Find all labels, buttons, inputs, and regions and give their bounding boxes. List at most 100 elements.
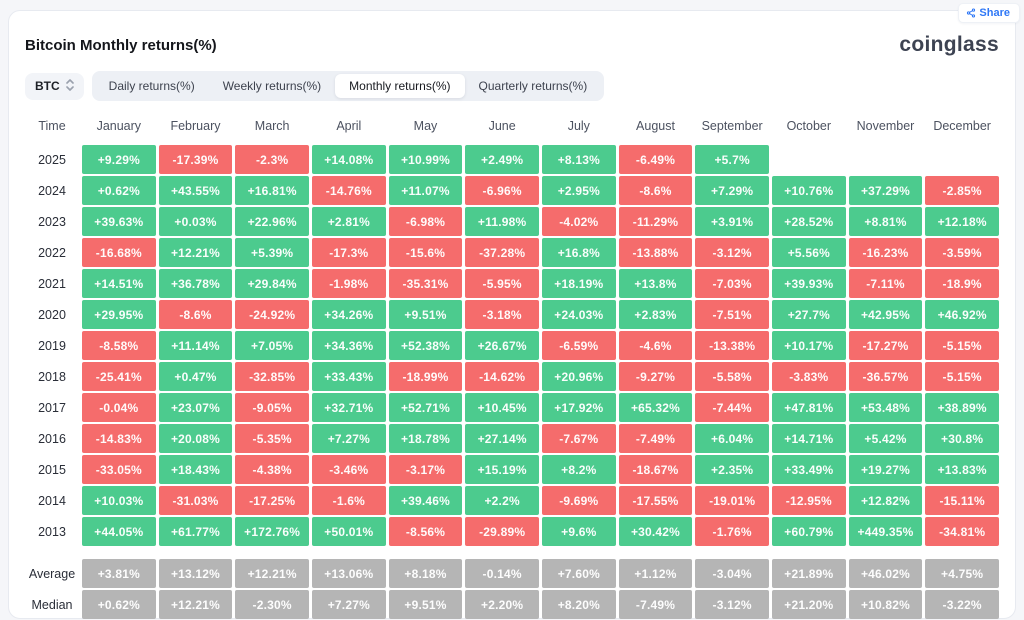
row-label: 2016 [38, 431, 66, 446]
return-cell: -6.59% [541, 331, 616, 360]
return-cell: +14.51% [82, 269, 156, 298]
column-header: May [413, 119, 438, 133]
return-cell: -3.59% [925, 238, 999, 267]
share-button-label: Share [979, 7, 1010, 19]
return-cell: +7.60% [541, 559, 616, 588]
row-label: 2015 [38, 462, 66, 477]
return-cell: +65.32% [618, 393, 693, 422]
return-cell: -18.99% [388, 362, 463, 391]
return-cell: +10.76% [771, 176, 846, 205]
table-row: 2024 +0.62% +43.55% +16.81% -14.76% +11.07% -6… [25, 176, 999, 205]
return-cell: +2.81% [311, 207, 386, 236]
column-header: February [170, 119, 221, 133]
return-cell: +13.83% [925, 455, 999, 484]
column-header: October [786, 119, 832, 133]
return-cell: -5.15% [925, 331, 999, 360]
row-label: 2014 [38, 493, 66, 508]
return-cell: +7.27% [311, 590, 386, 619]
return-cell: -1.6% [311, 486, 386, 515]
return-cell: +36.78% [158, 269, 233, 298]
return-cell: +53.48% [848, 393, 923, 422]
return-cell: -32.85% [235, 362, 309, 391]
return-cell: +11.07% [388, 176, 463, 205]
return-cell: -17.55% [618, 486, 693, 515]
return-cell: +33.43% [311, 362, 386, 391]
return-cell: +50.01% [311, 517, 386, 546]
coinglass-logo: coinglass [899, 33, 999, 56]
return-cell: +61.77% [158, 517, 233, 546]
return-cell: +12.82% [848, 486, 923, 515]
share-button[interactable]: Share [958, 3, 1020, 23]
row-label: 2020 [38, 307, 66, 322]
return-cell: +2.83% [618, 300, 693, 329]
return-cell: -33.05% [82, 455, 156, 484]
column-header: April [336, 119, 362, 133]
row-label: Median [31, 597, 73, 612]
return-cell: +22.96% [235, 207, 309, 236]
return-cell: +34.26% [311, 300, 386, 329]
return-cell: +172.76% [235, 517, 309, 546]
return-cell: +3.81% [82, 559, 156, 588]
return-cell: -12.95% [771, 486, 846, 515]
tab-weekly-returns[interactable]: Weekly returns(%) [222, 79, 322, 93]
return-cell: -3.18% [465, 300, 539, 329]
return-cell: -8.58% [82, 331, 156, 360]
row-label: 2023 [38, 214, 66, 229]
return-cell: +7.27% [311, 424, 386, 453]
return-cell: +20.08% [158, 424, 233, 453]
return-cell: +46.02% [848, 559, 923, 588]
symbol-select-value: BTC [35, 79, 60, 93]
return-cell [849, 145, 923, 174]
table-row: 2015 -33.05% +18.43% -4.38% -3.46% -3.17% +15.… [25, 455, 999, 484]
return-cell: +20.96% [541, 362, 616, 391]
tab-quarterly-returns[interactable]: Quarterly returns(%) [478, 79, 588, 93]
return-cell: -18.67% [618, 455, 693, 484]
return-cell: +14.08% [311, 145, 386, 174]
return-cell: +29.84% [235, 269, 309, 298]
return-cell: +12.21% [235, 559, 309, 588]
returns-card: Bitcoin Monthly returns(%) coinglass BTC… [8, 10, 1016, 619]
return-cell: -3.12% [695, 590, 769, 619]
table-row: 2017 -0.04% +23.07% -9.05% +32.71% +52.71% +10… [25, 393, 999, 422]
return-cell: -24.92% [235, 300, 309, 329]
return-cell: +27.7% [771, 300, 846, 329]
symbol-select[interactable]: BTC [25, 72, 84, 100]
column-header: March [254, 119, 290, 133]
return-cell: +2.95% [541, 176, 616, 205]
return-cell: +13.8% [618, 269, 693, 298]
return-cell: +5.56% [771, 238, 846, 267]
return-cell: +33.49% [771, 455, 846, 484]
return-cell: +28.52% [771, 207, 846, 236]
return-cell: +34.36% [311, 331, 386, 360]
return-cell: +12.18% [925, 207, 999, 236]
tab-monthly-returns[interactable]: Monthly returns(%) [335, 74, 465, 98]
return-cell: -18.9% [925, 269, 999, 298]
time-column-header: Time [38, 119, 66, 133]
return-cell: +38.89% [925, 393, 999, 422]
table-row: 2022 -16.68% +12.21% +5.39% -17.3% -15.6% -37.… [25, 238, 999, 267]
return-cell: +21.89% [771, 559, 846, 588]
return-cell: -2.3% [235, 145, 309, 174]
column-header: November [856, 119, 915, 133]
return-cell: -13.38% [695, 331, 769, 360]
return-cell: +46.92% [925, 300, 999, 329]
return-cell: +19.27% [848, 455, 923, 484]
return-cell: +15.19% [465, 455, 539, 484]
return-cell: -5.15% [925, 362, 999, 391]
return-cell: +18.19% [541, 269, 616, 298]
return-cell: +2.35% [695, 455, 769, 484]
return-cell: -17.3% [311, 238, 386, 267]
monthly-returns-table: Time January February March April May June July… [25, 113, 999, 619]
return-cell: +5.42% [848, 424, 923, 453]
return-cell: -5.35% [235, 424, 309, 453]
table-row: Average +3.81% +13.12% +12.21% +13.06% +8.18%… [25, 559, 999, 588]
return-cell: +2.49% [465, 145, 539, 174]
return-cell: -5.95% [465, 269, 539, 298]
tab-daily-returns[interactable]: Daily returns(%) [108, 79, 195, 93]
return-cell: -5.58% [695, 362, 769, 391]
return-cell: +0.62% [82, 176, 156, 205]
return-cell: +0.47% [158, 362, 233, 391]
return-cell: +29.95% [82, 300, 156, 329]
returns-tab-group: Daily returns(%) Weekly returns(%) Monthly… [91, 71, 605, 101]
return-cell: -3.46% [311, 455, 386, 484]
